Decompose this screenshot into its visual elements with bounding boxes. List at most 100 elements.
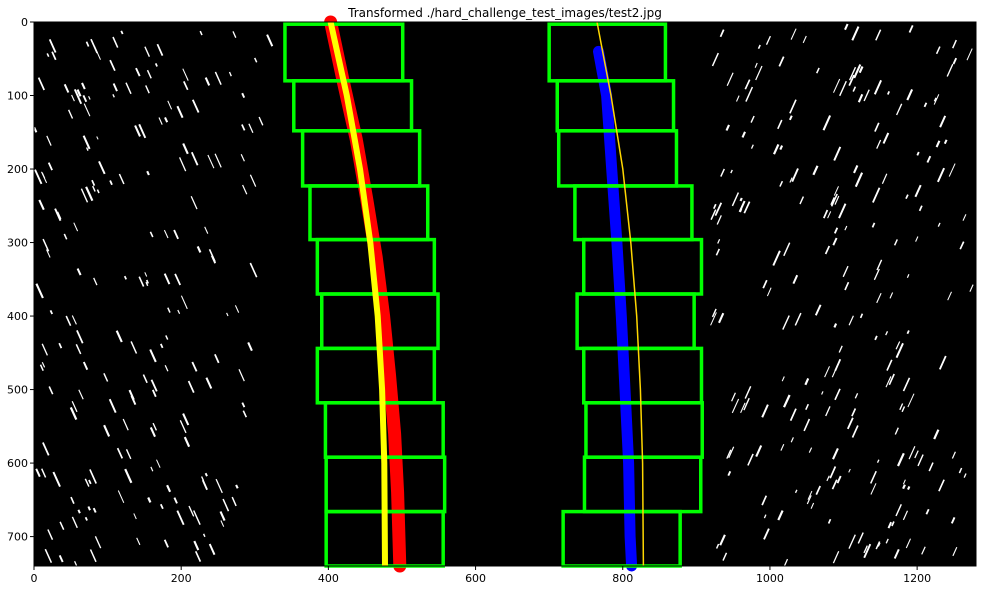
noise-streak — [810, 502, 815, 509]
noise-streak — [717, 238, 721, 244]
noise-streak — [952, 546, 958, 557]
noise-streak — [214, 353, 220, 364]
noise-streak — [149, 231, 154, 238]
noise-streak — [231, 496, 237, 507]
noise-streak — [76, 330, 84, 344]
noise-streak — [936, 167, 946, 183]
noise-streak — [907, 393, 915, 408]
noise-streak — [887, 521, 893, 529]
noise-streak — [877, 542, 881, 547]
x-tick-label: 400 — [318, 572, 339, 585]
noise-streak — [839, 80, 847, 97]
noise-streak — [228, 71, 232, 77]
x-tick-label: 200 — [171, 572, 192, 585]
noise-streak — [743, 201, 751, 214]
noise-streak — [220, 520, 225, 527]
noise-streak — [258, 116, 264, 126]
noise-streak — [908, 25, 914, 33]
noise-streak — [78, 389, 84, 400]
noise-streak — [851, 425, 859, 438]
noise-streak — [777, 119, 783, 130]
noise-streak — [959, 241, 965, 250]
noise-streak — [92, 507, 97, 513]
noise-streak — [876, 292, 882, 304]
noise-streak — [180, 295, 188, 310]
noise-streak — [894, 427, 899, 435]
y-tick-label: 300 — [7, 237, 28, 250]
noise-streak — [766, 287, 772, 297]
noise-streak — [183, 436, 191, 448]
noise-streak — [726, 72, 734, 87]
noise-streak — [35, 283, 44, 299]
noise-streak — [158, 117, 163, 125]
noise-streak — [725, 124, 730, 131]
noise-streak — [870, 470, 877, 484]
noise-streak — [135, 67, 141, 77]
noise-streak — [833, 186, 839, 196]
noise-streak — [836, 475, 842, 484]
noise-streak — [794, 489, 798, 494]
noise-streak — [895, 504, 902, 517]
noise-streak — [103, 424, 111, 437]
noise-streak — [193, 540, 200, 551]
noise-streak — [69, 406, 78, 421]
y-tick-label: 0 — [21, 16, 28, 29]
noise-streak — [885, 376, 892, 388]
noise-streak — [204, 472, 208, 477]
noise-streak — [830, 193, 838, 207]
noise-streak — [130, 341, 138, 354]
noise-streak — [833, 146, 842, 161]
noise-streak — [736, 95, 740, 102]
noise-streak — [42, 238, 50, 252]
noise-streak — [763, 514, 767, 519]
noise-streak — [891, 521, 895, 527]
x-tick-label: 1200 — [903, 572, 931, 585]
y-tick-label: 700 — [7, 531, 28, 544]
noise-streak — [241, 402, 246, 408]
noise-streak — [94, 46, 101, 60]
noise-streak — [926, 155, 932, 163]
noise-streak — [937, 222, 941, 227]
noise-streak — [726, 449, 732, 459]
noise-streak — [200, 476, 205, 481]
noise-streak — [744, 79, 751, 90]
chart-title: Transformed ./hard_challenge_test_images… — [347, 6, 662, 20]
noise-streak — [852, 86, 857, 92]
noise-streak — [235, 484, 239, 489]
noise-streak — [207, 154, 215, 169]
noise-streak — [833, 227, 839, 234]
noise-streak — [966, 48, 973, 61]
noise-streak — [65, 315, 72, 327]
noise-streak — [156, 459, 161, 468]
noise-streak — [92, 185, 96, 192]
noise-streak — [848, 74, 855, 86]
noise-streak — [93, 277, 98, 286]
noise-streak — [823, 209, 829, 219]
noise-streak — [947, 291, 952, 301]
noise-streak — [94, 536, 102, 549]
noise-streak — [82, 361, 89, 371]
noise-streak — [948, 163, 956, 177]
noise-streak — [63, 233, 68, 240]
noise-streak — [47, 529, 54, 541]
noise-streak — [812, 165, 819, 176]
noise-streak — [91, 179, 96, 186]
noise-streak — [863, 543, 872, 559]
noise-streak — [821, 391, 824, 395]
noise-streak — [73, 89, 83, 105]
noise-streak — [838, 345, 843, 353]
noise-streak — [928, 462, 934, 472]
noise-streak — [863, 89, 870, 102]
noise-streak — [150, 466, 154, 472]
axes-frame — [33, 21, 977, 567]
noise-streak — [182, 413, 190, 426]
noise-streak — [178, 157, 187, 172]
noise-streak — [802, 35, 807, 44]
noise-streak — [938, 355, 947, 370]
noise-streak — [789, 115, 793, 121]
noise-streak — [112, 94, 115, 98]
noise-streak — [851, 408, 857, 417]
left-fit-line — [327, 21, 388, 567]
noise-streak — [831, 479, 838, 490]
